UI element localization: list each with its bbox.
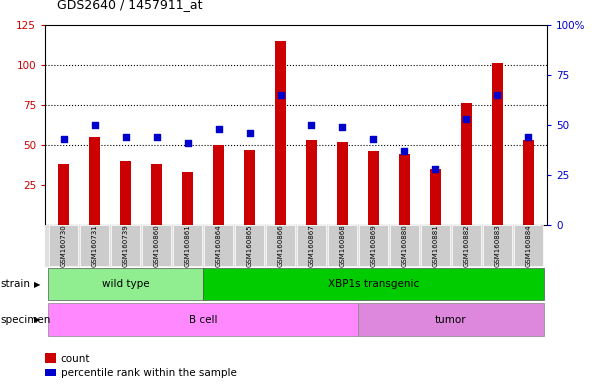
Point: [523, 134, 533, 140]
Bar: [120, 161, 131, 225]
Point: [121, 134, 130, 140]
Point: [90, 122, 99, 128]
Bar: [461, 103, 472, 225]
Text: GSM160860: GSM160860: [154, 224, 160, 267]
Bar: [48, 268, 203, 300]
Text: GSM160880: GSM160880: [401, 224, 407, 267]
Text: XBP1s transgenic: XBP1s transgenic: [328, 279, 419, 289]
Bar: [399, 154, 410, 225]
Text: GSM160861: GSM160861: [185, 224, 191, 267]
Bar: [492, 63, 503, 225]
Point: [183, 140, 192, 146]
Bar: [151, 164, 162, 225]
Bar: [244, 149, 255, 225]
Text: GSM160739: GSM160739: [123, 224, 129, 267]
FancyBboxPatch shape: [80, 225, 109, 266]
Text: GSM160864: GSM160864: [216, 224, 222, 267]
Text: tumor: tumor: [435, 314, 467, 325]
FancyBboxPatch shape: [421, 225, 450, 266]
Text: GSM160865: GSM160865: [246, 224, 252, 267]
Point: [368, 136, 378, 142]
Bar: [58, 164, 69, 225]
Point: [430, 166, 440, 172]
Point: [462, 116, 471, 122]
Text: GSM160868: GSM160868: [340, 224, 346, 267]
FancyBboxPatch shape: [390, 225, 419, 266]
FancyBboxPatch shape: [328, 225, 357, 266]
Text: GSM160884: GSM160884: [525, 224, 531, 267]
FancyBboxPatch shape: [235, 225, 264, 266]
FancyBboxPatch shape: [111, 225, 140, 266]
Point: [245, 130, 254, 136]
Point: [338, 124, 347, 130]
FancyBboxPatch shape: [452, 225, 481, 266]
Bar: [337, 142, 348, 225]
Bar: [182, 172, 193, 225]
Point: [152, 134, 162, 140]
FancyBboxPatch shape: [173, 225, 202, 266]
Text: wild type: wild type: [102, 279, 150, 289]
Text: GSM160883: GSM160883: [495, 224, 501, 267]
FancyBboxPatch shape: [204, 225, 233, 266]
Text: B cell: B cell: [189, 314, 218, 325]
FancyBboxPatch shape: [514, 225, 543, 266]
Text: specimen: specimen: [1, 314, 51, 325]
FancyBboxPatch shape: [297, 225, 326, 266]
FancyBboxPatch shape: [483, 225, 512, 266]
Bar: [275, 41, 286, 225]
Text: GSM160730: GSM160730: [61, 224, 67, 267]
Point: [493, 92, 502, 98]
Point: [59, 136, 69, 142]
FancyBboxPatch shape: [49, 225, 78, 266]
FancyBboxPatch shape: [359, 225, 388, 266]
Point: [400, 148, 409, 154]
Bar: [358, 303, 544, 336]
Text: GSM160882: GSM160882: [463, 224, 469, 267]
FancyBboxPatch shape: [266, 225, 295, 266]
FancyBboxPatch shape: [142, 225, 171, 266]
Text: GDS2640 / 1457911_at: GDS2640 / 1457911_at: [57, 0, 203, 12]
Text: GSM160867: GSM160867: [308, 224, 314, 267]
Point: [214, 126, 224, 132]
Text: strain: strain: [1, 279, 31, 289]
Text: GSM160869: GSM160869: [370, 224, 376, 267]
Text: ▶: ▶: [34, 315, 41, 324]
Bar: [430, 169, 441, 225]
Text: count: count: [61, 354, 90, 364]
Bar: [523, 140, 534, 225]
Bar: [213, 145, 224, 225]
Point: [307, 122, 316, 128]
Bar: [89, 137, 100, 225]
Text: GSM160866: GSM160866: [278, 224, 284, 267]
Point: [276, 92, 285, 98]
Text: percentile rank within the sample: percentile rank within the sample: [61, 368, 237, 378]
Bar: [368, 151, 379, 225]
Text: GSM160731: GSM160731: [91, 224, 97, 267]
Text: GSM160881: GSM160881: [432, 224, 438, 267]
Text: ▶: ▶: [34, 280, 41, 289]
Bar: [306, 140, 317, 225]
Bar: [48, 303, 358, 336]
Bar: [203, 268, 544, 300]
